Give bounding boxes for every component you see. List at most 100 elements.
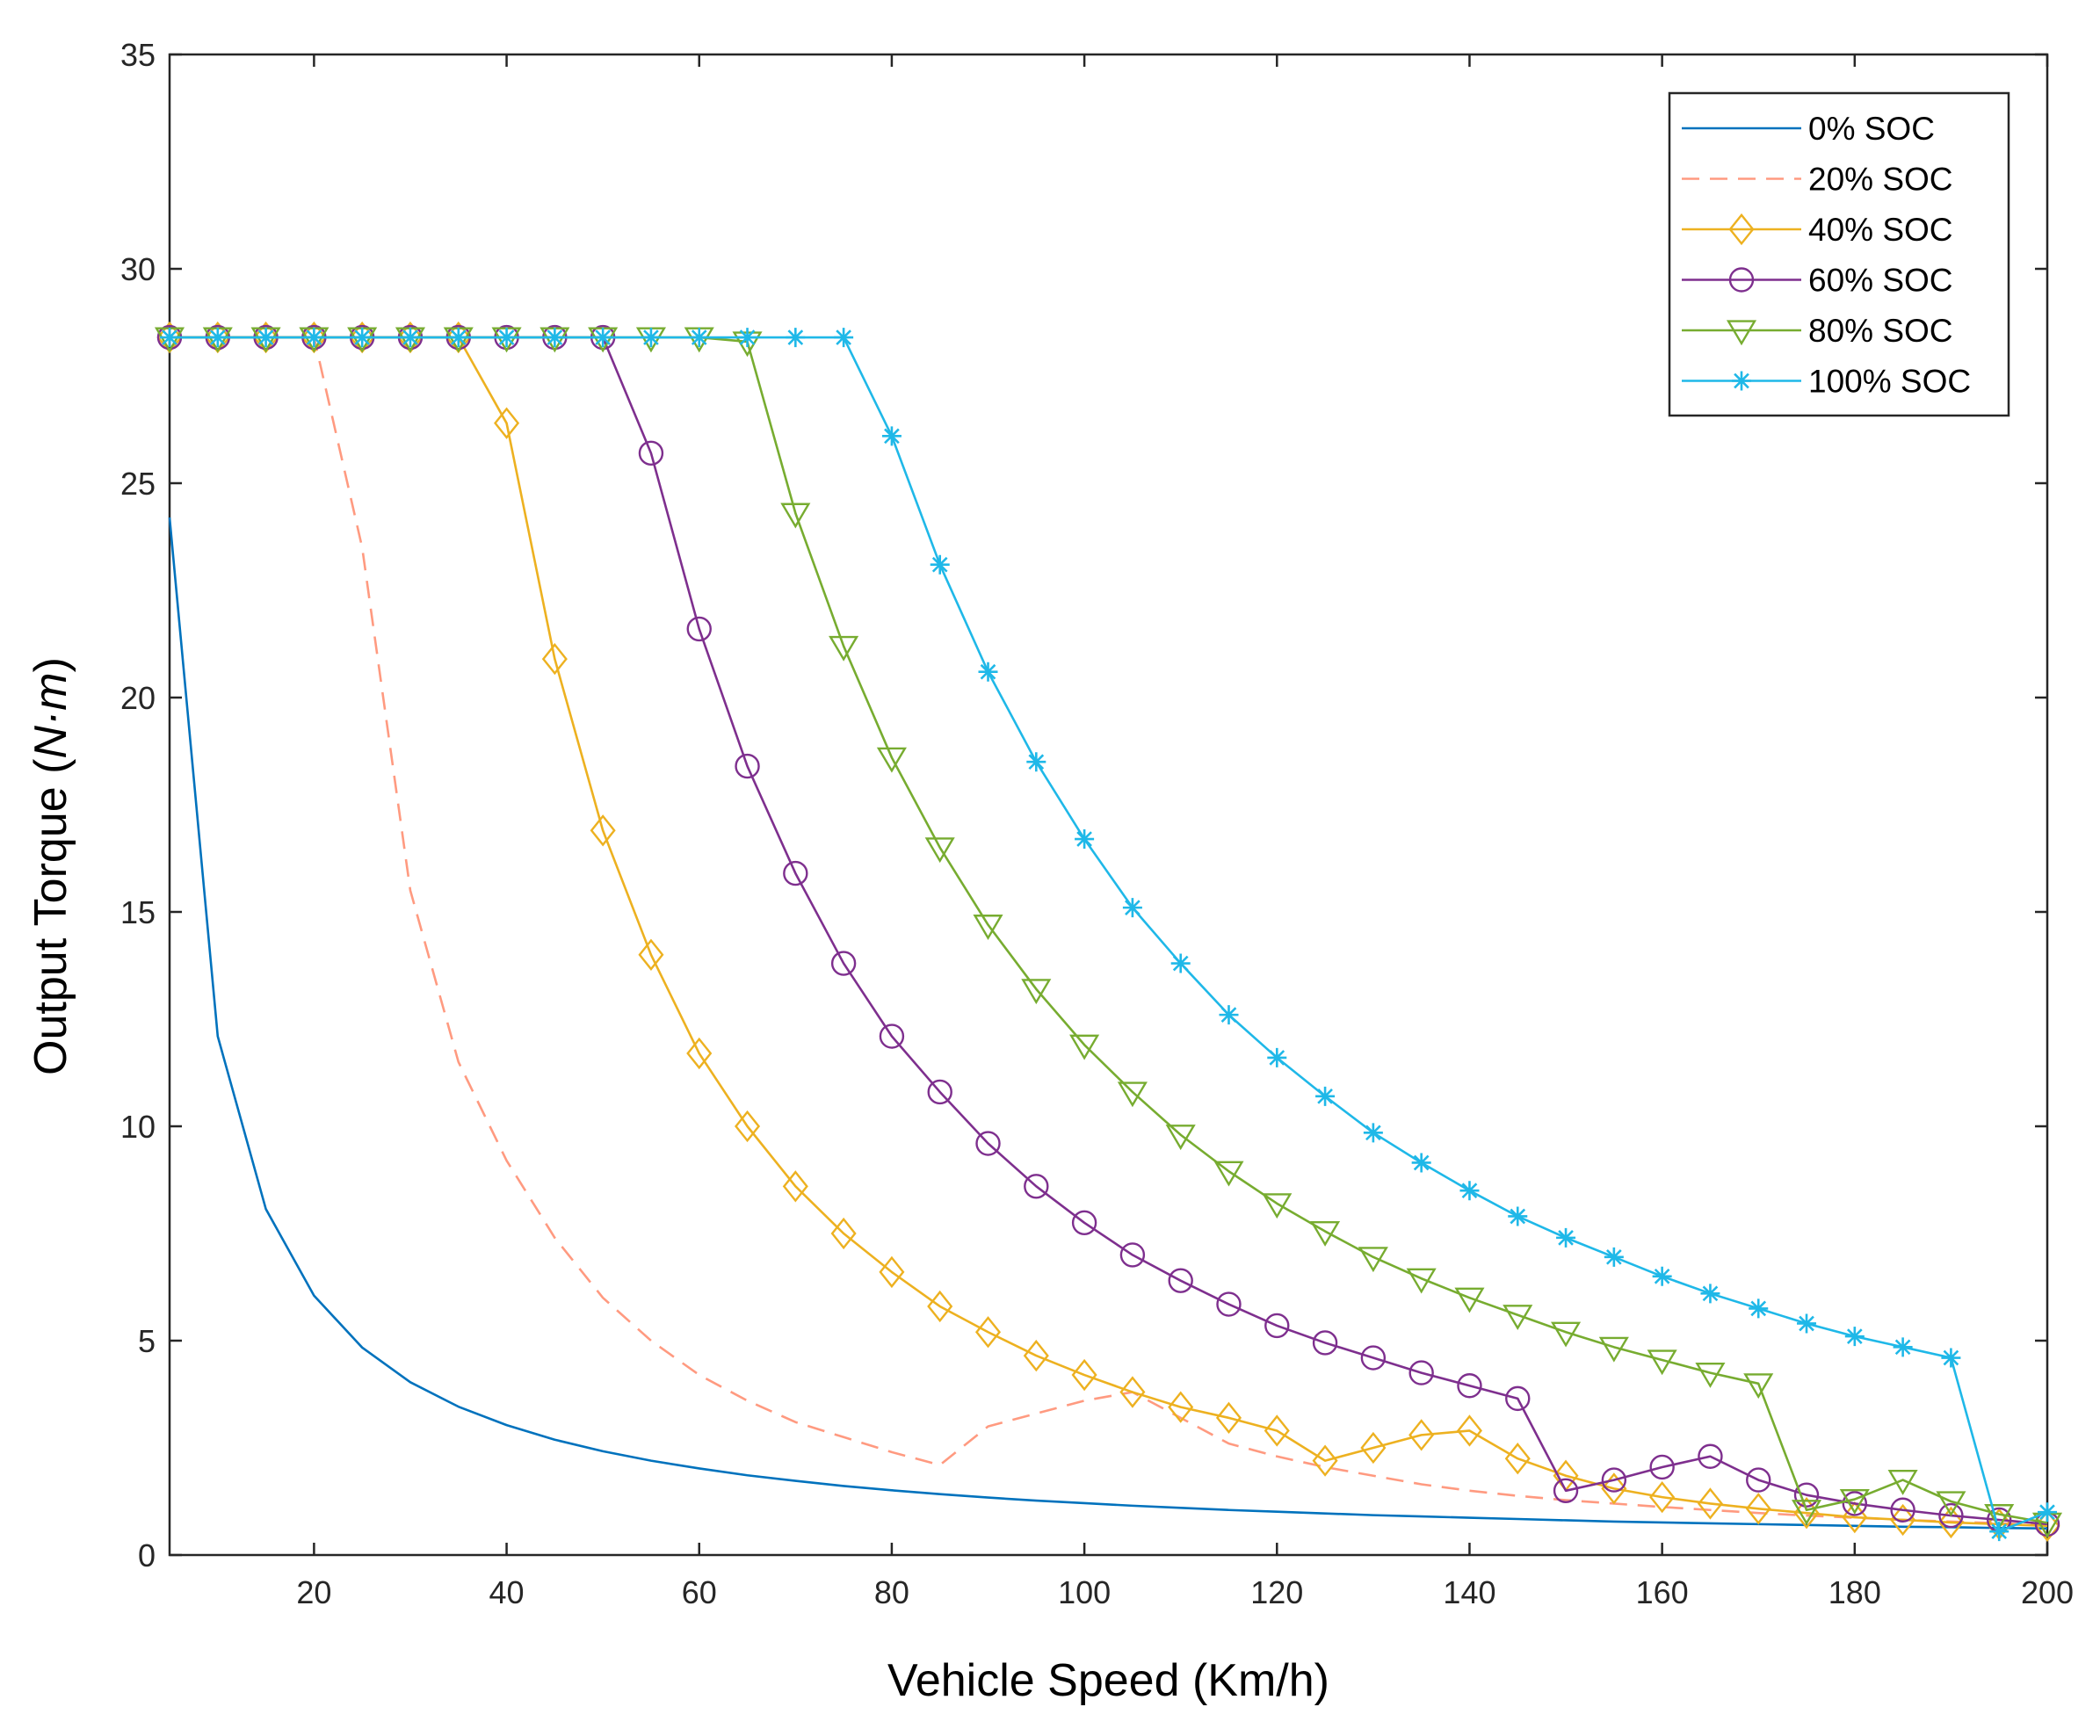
y-tick-label-7: 35 <box>120 37 156 73</box>
data-point-3-19 <box>1071 1210 1097 1236</box>
data-point-5-28 <box>1508 1206 1528 1226</box>
data-point-4-38 <box>1984 1504 2015 1530</box>
y-tick-label-3: 15 <box>120 894 156 930</box>
data-point-5-27 <box>1459 1181 1480 1201</box>
data-point-3-36 <box>1890 1497 1915 1523</box>
data-point-4-29 <box>1551 1321 1582 1348</box>
data-point-2-31 <box>1649 1480 1676 1514</box>
data-point-2-22 <box>1215 1401 1242 1435</box>
data-point-5-19 <box>1075 829 1095 850</box>
data-point-3-23 <box>1264 1313 1290 1339</box>
x-tick-label-1: 40 <box>489 1574 525 1610</box>
data-point-3-28 <box>1505 1385 1531 1412</box>
data-point-2-25 <box>1360 1431 1387 1465</box>
data-point-5-2 <box>256 328 276 348</box>
y-tick-label-5: 25 <box>120 466 156 502</box>
data-point-4-32 <box>1695 1362 1726 1388</box>
data-point-5-6 <box>448 328 468 348</box>
data-point-2-21 <box>1168 1391 1194 1423</box>
data-point-2-20 <box>1119 1376 1146 1408</box>
data-point-2-16 <box>927 1290 953 1323</box>
data-point-5-35 <box>1844 1327 1865 1347</box>
legend-item-1: 20% SOC <box>1682 162 1953 198</box>
data-point-2-27 <box>1456 1414 1482 1447</box>
data-point-2-13 <box>782 1170 808 1203</box>
data-point-3-13 <box>783 860 808 886</box>
data-point-5-0 <box>160 328 179 348</box>
x-tick-label-9: 200 <box>2021 1574 2074 1610</box>
y-axis-title-unit: N·m <box>25 672 76 758</box>
data-point-5-3 <box>304 328 324 348</box>
data-point-3-12 <box>735 753 760 779</box>
legend-box <box>1668 91 2010 417</box>
data-point-4-14 <box>829 635 859 662</box>
data-point-5-25 <box>1363 1123 1383 1143</box>
legend-marker-4 <box>1726 320 1757 346</box>
data-point-5-5 <box>400 328 420 348</box>
data-point-2-26 <box>1408 1419 1435 1451</box>
data-point-2-12 <box>735 1110 761 1143</box>
series-0-soc <box>168 517 2048 1530</box>
data-point-3-33 <box>1746 1467 1771 1493</box>
legend-marker-5 <box>1732 371 1751 391</box>
data-point-2-37 <box>1937 1506 1964 1539</box>
tick-layer: 20 40 60 80 100 120 140 160 180 200 0 5 10 15 20 25 30 35 <box>120 37 2074 1610</box>
data-point-3-30 <box>1601 1467 1627 1493</box>
data-point-3-11 <box>686 616 712 642</box>
data-point-5-16 <box>930 554 950 575</box>
data-point-3-37 <box>1938 1502 1964 1529</box>
data-point-4-33 <box>1743 1373 1774 1400</box>
data-point-4-21 <box>1165 1125 1196 1151</box>
data-point-5-4 <box>352 328 373 348</box>
legend-label-4: 80% SOC <box>1808 313 1953 349</box>
y-tick-label-1: 5 <box>138 1323 156 1359</box>
y-tick-label-2: 10 <box>120 1109 156 1145</box>
data-point-4-23 <box>1262 1193 1293 1219</box>
data-point-4-19 <box>1069 1034 1100 1060</box>
x-tick-label-6: 140 <box>1443 1574 1495 1610</box>
data-point-4-17 <box>973 915 1003 940</box>
data-point-3-21 <box>1168 1268 1193 1293</box>
series-line-2 <box>170 336 2048 1528</box>
x-tick-label-5: 120 <box>1250 1574 1303 1610</box>
data-point-5-37 <box>1941 1348 1961 1368</box>
data-point-5-1 <box>207 328 228 348</box>
data-point-3-10 <box>638 440 664 467</box>
data-point-2-23 <box>1264 1414 1290 1447</box>
data-point-2-24 <box>1312 1444 1338 1477</box>
legend-label-3: 60% SOC <box>1808 263 1953 299</box>
data-point-4-20 <box>1117 1081 1148 1108</box>
data-point-5-39 <box>2038 1502 2057 1523</box>
data-point-4-15 <box>876 747 907 773</box>
data-point-3-27 <box>1457 1373 1482 1399</box>
data-point-2-9 <box>590 814 616 847</box>
data-point-3-17 <box>975 1131 1001 1156</box>
data-point-5-13 <box>786 328 806 348</box>
series-line-0 <box>168 517 2048 1530</box>
data-point-5-24 <box>1315 1086 1336 1106</box>
x-tick-label-2: 60 <box>682 1574 717 1610</box>
legend-item-5: 100% SOC <box>1682 364 1971 400</box>
data-point-5-11 <box>689 328 709 348</box>
data-point-4-37 <box>1936 1491 1966 1517</box>
data-point-5-31 <box>1652 1266 1672 1286</box>
data-point-5-21 <box>1170 953 1191 973</box>
legend-label-0: 0% SOC <box>1808 111 1935 147</box>
data-point-3-16 <box>927 1079 952 1105</box>
series-line-5 <box>170 336 2048 1533</box>
data-point-4-30 <box>1598 1336 1629 1363</box>
data-point-3-24 <box>1312 1330 1338 1356</box>
y-tick-label-4: 20 <box>120 680 156 716</box>
data-point-3-25 <box>1360 1345 1387 1371</box>
data-point-5-20 <box>1122 898 1142 918</box>
x-tick-label-7: 160 <box>1636 1574 1689 1610</box>
data-point-2-14 <box>830 1217 857 1250</box>
data-point-5-29 <box>1556 1227 1576 1248</box>
data-point-4-34 <box>1791 1500 1822 1526</box>
data-point-4-25 <box>1358 1247 1388 1273</box>
data-point-5-22 <box>1219 1005 1239 1025</box>
data-point-2-19 <box>1071 1358 1097 1392</box>
data-point-3-22 <box>1216 1291 1242 1317</box>
